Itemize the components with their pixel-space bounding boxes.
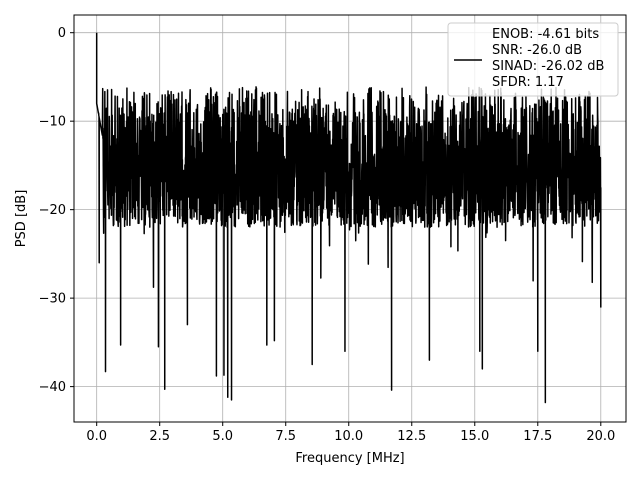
x-tick-label: 7.5 bbox=[275, 429, 296, 444]
x-tick-label: 20.0 bbox=[586, 429, 615, 444]
psd-line bbox=[95, 32, 602, 404]
y-tick-label: −30 bbox=[39, 292, 66, 307]
legend-entry-snr: SNR: -26.0 dB bbox=[492, 43, 582, 58]
x-tick-label: 15.0 bbox=[460, 429, 489, 444]
x-tick-label: 0.0 bbox=[86, 429, 107, 444]
y-axis-label: PSD [dB] bbox=[14, 190, 29, 248]
y-tick-label: −20 bbox=[39, 203, 66, 218]
x-axis-label: Frequency [MHz] bbox=[295, 451, 404, 466]
y-tick-label: −10 bbox=[39, 115, 66, 130]
legend: ENOB: -4.61 bits SNR: -26.0 dB SINAD: -2… bbox=[447, 22, 619, 97]
plot-frame bbox=[73, 14, 627, 423]
legend-box bbox=[447, 22, 619, 97]
legend-entry-sinad: SINAD: -26.02 dB bbox=[492, 59, 604, 74]
y-tick-label: 0 bbox=[58, 26, 66, 41]
legend-entry-enob: ENOB: -4.61 bits bbox=[492, 27, 599, 42]
y-tick-label: −40 bbox=[39, 380, 66, 395]
x-tick-label: 10.0 bbox=[334, 429, 363, 444]
psd-series bbox=[95, 32, 602, 404]
x-tick-label: 2.5 bbox=[149, 429, 170, 444]
x-tick-label: 12.5 bbox=[397, 429, 426, 444]
legend-entry-sfdr: SFDR: 1.17 bbox=[492, 75, 564, 90]
x-tick-label: 5.0 bbox=[212, 429, 233, 444]
axis-ticks: 0.0 2.5 5.0 7.5 10.0 12.5 15.0 17.5 20.0 0 −10 −20 −… bbox=[39, 26, 616, 444]
x-tick-label: 17.5 bbox=[523, 429, 552, 444]
